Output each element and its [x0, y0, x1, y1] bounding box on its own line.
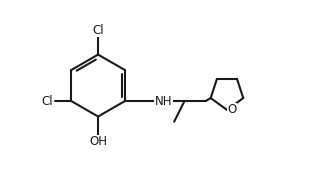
- Text: OH: OH: [89, 135, 107, 148]
- Text: O: O: [228, 103, 237, 116]
- Text: NH: NH: [154, 95, 172, 108]
- Text: Cl: Cl: [92, 24, 104, 37]
- Text: Cl: Cl: [41, 95, 53, 108]
